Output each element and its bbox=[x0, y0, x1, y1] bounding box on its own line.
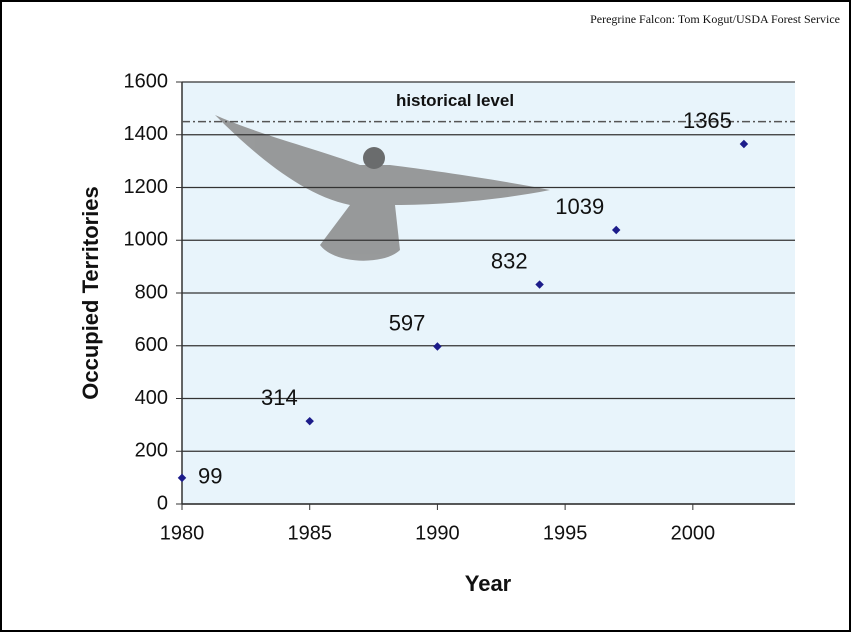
credit: Peregrine Falcon: Tom Kogut/USDA Forest … bbox=[590, 12, 840, 26]
x-tick-label: 1980 bbox=[160, 522, 205, 544]
y-tick-label: 1400 bbox=[124, 123, 169, 145]
page: Peregrine Falcon: Tom Kogut/USDA Forest … bbox=[0, 0, 851, 632]
y-tick-label: 1600 bbox=[124, 70, 169, 92]
falcon-head bbox=[363, 147, 385, 169]
x-tick-label: 2000 bbox=[671, 522, 716, 544]
y-tick-label: 1000 bbox=[124, 229, 169, 251]
y-tick-label: 800 bbox=[135, 281, 168, 303]
value-label: 314 bbox=[261, 385, 298, 410]
value-label: 832 bbox=[491, 248, 528, 273]
chart: Peregrine Falcon: Tom Kogut/USDA Forest … bbox=[0, 0, 851, 632]
y-axis-title: Occupied Territories bbox=[78, 186, 103, 400]
y-tick-label: 400 bbox=[135, 387, 168, 409]
x-tick-label: 1985 bbox=[287, 522, 332, 544]
value-label: 1039 bbox=[555, 194, 604, 219]
x-tick-label: 1995 bbox=[543, 522, 588, 544]
y-tick-label: 0 bbox=[157, 492, 168, 514]
x-axis-title: Year bbox=[465, 571, 512, 596]
value-label: 1365 bbox=[683, 108, 732, 133]
reference-label: historical level bbox=[396, 91, 514, 110]
y-tick-label: 600 bbox=[135, 334, 168, 356]
value-label: 99 bbox=[198, 464, 222, 489]
value-label: 597 bbox=[389, 310, 426, 335]
y-tick-label: 1200 bbox=[124, 176, 169, 198]
x-tick-label: 1990 bbox=[415, 522, 460, 544]
y-tick-label: 200 bbox=[135, 440, 168, 462]
